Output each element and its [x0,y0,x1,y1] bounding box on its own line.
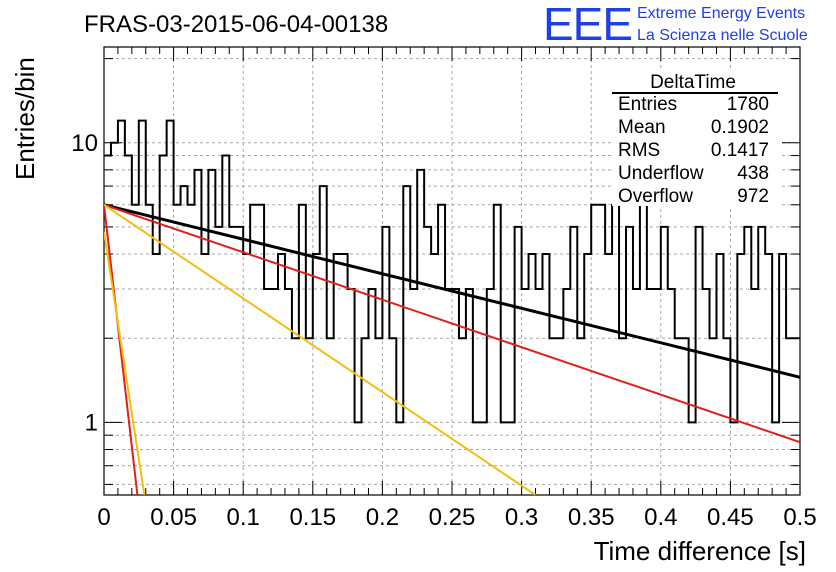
y-tick-label: 10 [71,130,98,157]
fit-line [104,203,800,379]
x-tick-label: 0.25 [429,504,476,531]
x-tick-label: 0.05 [150,504,197,531]
stats-box: DeltaTime Entries 1780 Mean 0.1902 RMS 0… [612,68,780,207]
run-title: FRAS-03-2015-06-04-00138 [84,11,388,38]
x-tick-label: 0.35 [568,504,615,531]
stats-row-label: Underflow [618,163,704,184]
stats-row-value: 972 [737,186,769,207]
x-tick-label: 0.4 [644,504,677,531]
stats-row-label: RMS [618,140,660,161]
x-tick-label: 0.45 [707,504,754,531]
fit-line [104,204,139,495]
y-tick-label: 1 [85,409,98,436]
fit-curves [104,203,800,495]
x-tick-label: 0 [97,504,110,531]
x-axis-title: Time difference [s] [594,536,806,566]
logo-line-2: La Scienza nelle Scuole [637,27,808,44]
stats-box-bg [612,68,780,206]
y-axis-title: Entries/bin [10,57,40,180]
eee-logo: EEE Extreme Energy Events La Scienza nel… [543,0,808,50]
stats-row-value: 438 [737,163,769,184]
stats-row-value: 0.1417 [711,140,769,161]
fit-line [104,203,800,444]
stats-row-label: Mean [618,117,666,138]
histogram [104,119,800,424]
x-tick-label: 0.15 [289,504,336,531]
fit-line [104,203,537,495]
x-tick-label: 0.3 [505,504,538,531]
logo-line-1: Extreme Energy Events [637,5,805,22]
stats-row-label: Overflow [618,186,693,207]
eee-logo-text: EEE [543,0,632,50]
fit-line [104,231,146,495]
x-tick-label: 0.2 [366,504,399,531]
stats-title: DeltaTime [650,72,736,93]
axis-ticks: 0 0.05 0.1 0.15 0.2 0.25 0.3 0.35 0.4 0.45 0.5 1 10 [71,47,817,531]
histogram-outline [104,119,800,424]
x-tick-label: 0.5 [783,504,816,531]
stats-row-value: 1780 [727,94,769,115]
stats-row-label: Entries [618,94,677,115]
stats-row-value: 0.1902 [711,117,769,138]
x-tick-label: 0.1 [227,504,260,531]
